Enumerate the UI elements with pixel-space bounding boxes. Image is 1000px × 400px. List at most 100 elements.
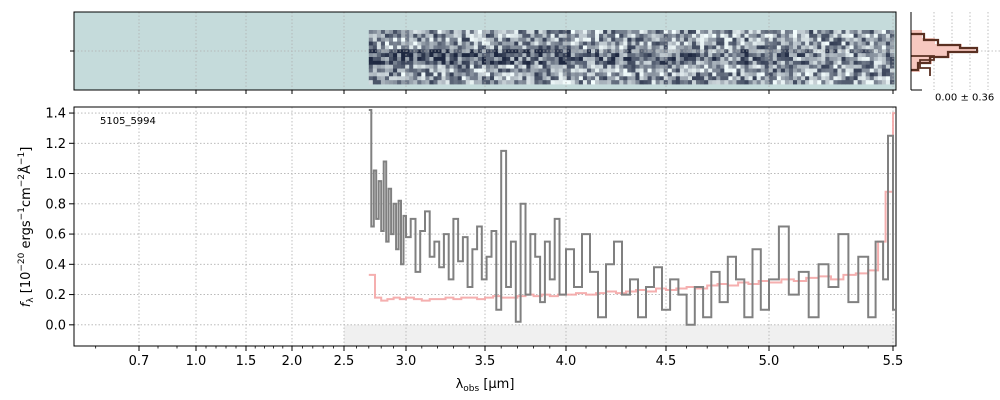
spectrum-2d-pixel <box>542 53 547 58</box>
spectrum-2d-pixel <box>720 37 725 42</box>
spectrum-2d-pixel <box>809 68 814 73</box>
spectrum-2d-pixel <box>619 80 624 85</box>
spectrum-2d-pixel <box>696 80 701 85</box>
spectrum-2d-pixel <box>849 68 854 73</box>
spectrum-2d-pixel <box>821 41 826 46</box>
spectrum-2d-pixel <box>429 80 434 85</box>
spectrum-2d-pixel <box>736 30 741 35</box>
spectrum-2d-pixel <box>586 41 592 46</box>
spectrum-2d-pixel <box>397 33 402 39</box>
spectrum-2d-pixel <box>457 60 463 66</box>
spectrum-2d-pixel <box>578 68 584 73</box>
spectrum-2d-pixel <box>558 57 564 62</box>
spectrum-2d-pixel <box>449 76 455 81</box>
spectrum-2d-pixel <box>740 72 745 77</box>
x-axis-ticks: 0.7 1.0 1.5 2.0 2.5 3.0 3.5 4.0 4.5 5.0 5.5 <box>95 346 904 369</box>
spectrum-2d-pixel <box>821 80 826 85</box>
spectrum-2d-pixel <box>659 64 665 69</box>
spectrum-2d-pixel <box>546 60 551 66</box>
spectrum-2d-pixel <box>368 64 374 69</box>
spectrum-2d-pixel <box>639 60 644 66</box>
spectrum-2d-pixel <box>873 37 879 42</box>
spectrum-2d-pixel <box>469 49 475 54</box>
spectrum-2d-pixel <box>619 68 624 73</box>
spectrum-2d-pixel <box>841 80 846 85</box>
x-tick-label: 5.5 <box>883 354 904 369</box>
spectrum-2d-pixel <box>764 53 770 58</box>
spectrum-2d-pixel <box>405 49 410 54</box>
spectrum-2d-pixel <box>477 57 483 62</box>
spectrum-2d-pixel <box>667 72 673 77</box>
spectrum-2d-pixel <box>720 41 725 46</box>
spectrum-2d-pixel <box>607 64 612 69</box>
spectrum-2d-pixel <box>599 76 604 81</box>
spectrum-2d-pixel <box>716 53 721 58</box>
spectrum-2d-pixel <box>805 76 810 81</box>
spectrum-2d-pixel <box>805 45 810 50</box>
spectrum-2d-pixel <box>865 64 871 69</box>
spectrum-2d-pixel <box>801 68 806 73</box>
spectrum-2d-pixel <box>813 37 818 42</box>
y-tick-label: 0.2 <box>45 288 66 303</box>
spectrum-2d-pixel <box>595 68 600 73</box>
spectrum-2d-pixel <box>469 30 475 35</box>
spectrum-2d-pixel <box>591 41 596 46</box>
spectrum-2d-pixel <box>623 68 628 73</box>
spectrum-2d-pixel <box>788 45 794 50</box>
spectrum-2d-pixel <box>526 45 531 50</box>
spectrum-2d-pixel <box>441 30 446 35</box>
spectrum-2d-pixel <box>635 80 640 85</box>
spectrum-2d-pixel <box>704 37 709 42</box>
spectrum-2d-pixel <box>639 30 644 35</box>
spectrum-2d-pixel <box>502 64 507 69</box>
spectrum-2d-pixel <box>627 72 632 77</box>
spectrum-2d-pixel <box>538 45 543 50</box>
spectrum-2d-pixel <box>764 68 770 73</box>
spectrum-2d-pixel <box>732 33 737 39</box>
spectrum-2d-pixel <box>453 53 459 58</box>
spectrum-2d-pixel <box>570 45 576 50</box>
spectrum-2d-pixel <box>449 68 455 73</box>
spectrum-2d-pixel <box>679 64 685 69</box>
spectrum-2d-pixel <box>433 41 438 46</box>
spectrum-2d-pixel <box>376 57 382 62</box>
spectrum-2d-pixel <box>700 68 705 73</box>
x-tick-label: 2.5 <box>334 354 355 369</box>
spectrum-2d-pixel <box>788 80 794 85</box>
spectrum-2d-pixel <box>869 76 875 81</box>
spectrum-2d-pixel <box>510 60 515 66</box>
spectrum-2d-pixel <box>817 45 822 50</box>
spectrum-2d-pixel <box>837 57 842 62</box>
spectrum-2d-pixel <box>736 60 741 66</box>
spectrum-2d-pixel <box>801 76 806 81</box>
spectrum-2d-pixel <box>433 30 438 35</box>
spectrum-2d-pixel <box>562 37 568 42</box>
spectrum-2d-pixel <box>477 41 483 46</box>
spectrum-2d-pixel <box>397 57 402 62</box>
spectrum-2d-pixel <box>485 53 491 58</box>
spectrum-2d-pixel <box>550 57 556 62</box>
spectrum-2d-pixel <box>861 49 867 54</box>
spectrum-2d-pixel <box>534 60 539 66</box>
spectrum-2d-pixel <box>740 60 745 66</box>
spectrum-2d-pixel <box>643 76 648 81</box>
spectrum-2d-pixel <box>413 80 418 85</box>
spectrum-2d-pixel <box>473 33 479 39</box>
spectrum-2d-pixel <box>566 80 572 85</box>
spectrum-2d-pixel <box>607 49 612 54</box>
spectrum-2d-pixel <box>510 49 515 54</box>
spectrum-2d-pixel <box>623 80 628 85</box>
spectrum-2d-pixel <box>877 41 883 46</box>
x-tick-label: 5.0 <box>759 354 780 369</box>
spectrum-2d-pixel <box>639 76 644 81</box>
spectrum-2d-pixel <box>562 64 568 69</box>
spectrum-2d-pixel <box>570 53 576 58</box>
spectrum-2d-pixel <box>712 45 717 50</box>
spectrum-2d-pixel <box>805 60 810 66</box>
spectrum-2d-pixel <box>591 30 596 35</box>
spectrum-2d-pixel <box>793 30 798 35</box>
spectrum-2d-pixel <box>372 80 378 85</box>
spectrum-2d-pixel <box>550 76 556 81</box>
spectrum-2d-pixel <box>538 80 543 85</box>
spectrum-2d-pixel <box>510 80 515 85</box>
